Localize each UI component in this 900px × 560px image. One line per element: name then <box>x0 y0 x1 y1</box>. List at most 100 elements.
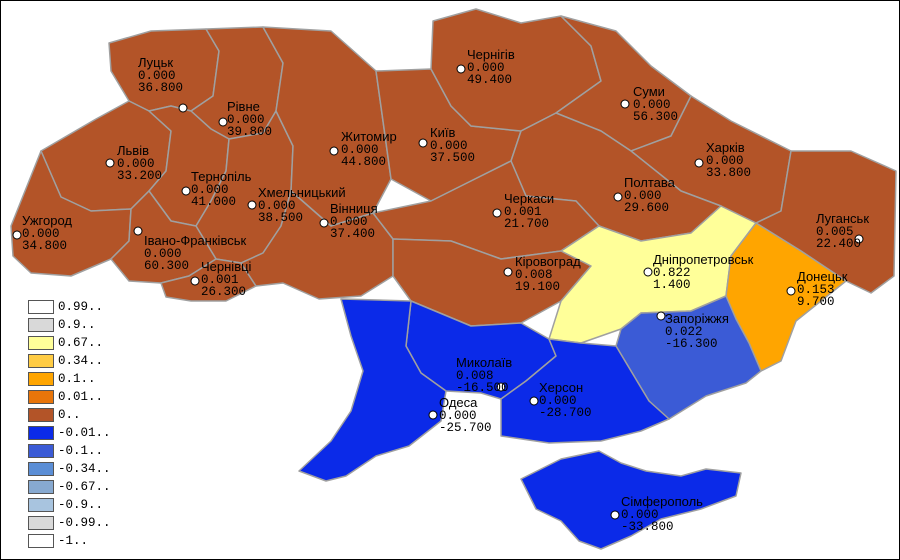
city-dot-chernivtsi <box>190 276 200 286</box>
city-name-luhansk: Луганськ <box>816 211 869 226</box>
city-value1-ivano: 0.000 <box>144 247 182 261</box>
city-value1-sumy: 0.000 <box>633 98 671 112</box>
region-kherson[interactable] <box>500 338 670 444</box>
city-value1-poltava: 0.000 <box>624 189 662 203</box>
labels-layer: Луцьк0.00036.800Рівне0.00039.800Львів0.0… <box>12 47 869 534</box>
city-value2-khmelnytskyi: 38.500 <box>258 211 303 225</box>
city-dot-kharkiv <box>694 158 704 168</box>
city-name-ivano: Івано-Франківськ <box>144 233 246 248</box>
legend-swatch <box>28 498 54 512</box>
city-dot-ivano <box>133 226 143 236</box>
city-name-mykolaiv: Миколаїв <box>456 355 512 370</box>
city-dot-kirovohrad <box>503 267 513 277</box>
city-name-dnipro: Дніпропетровськ <box>653 252 754 267</box>
legend-swatch <box>28 390 54 404</box>
legend-swatch <box>28 534 54 548</box>
city-name-kirovohrad: Кіровоград <box>515 254 581 269</box>
legend-swatch <box>28 408 54 422</box>
city-value2-simferopol: -33.800 <box>621 520 674 534</box>
legend-swatch <box>28 336 54 350</box>
legend-item: -0.67.. <box>28 478 111 496</box>
city-name-kherson: Херсон <box>539 380 583 395</box>
city-name-vinnytsia: Вінниця <box>330 201 378 216</box>
region-odesa[interactable] <box>298 298 447 482</box>
city-value2-kyiv: 37.500 <box>430 151 475 165</box>
legend-label: -1.. <box>58 534 89 548</box>
city-value1-uzhhorod: 0.000 <box>22 227 60 241</box>
city-value2-poltava: 29.600 <box>624 201 669 215</box>
city-dot-khmelnytskyi <box>247 200 257 210</box>
city-name-ternopil: Тернопіль <box>191 169 252 184</box>
city-value2-lutsk: 36.800 <box>138 81 183 95</box>
city-value1-mykolaiv: 0.008 <box>456 369 494 383</box>
legend-label: 0.67.. <box>58 336 104 350</box>
city-value1-chernihiv: 0.000 <box>467 61 505 75</box>
legend-swatch <box>28 444 54 458</box>
legend-item: 0.34.. <box>28 352 111 370</box>
city-dot-poltava <box>613 192 623 202</box>
city-dot-odesa <box>428 410 438 420</box>
legend-swatch <box>28 480 54 494</box>
legend-label: -0.99.. <box>58 516 111 530</box>
city-dot-kherson <box>529 396 539 406</box>
city-value1-kharkiv: 0.000 <box>706 154 744 168</box>
legend-swatch <box>28 462 54 476</box>
city-value2-sumy: 56.300 <box>633 110 678 124</box>
city-value2-zaporizhzhia: -16.300 <box>665 337 718 351</box>
city-name-lviv: Львів <box>117 143 149 158</box>
legend-label: 0.01.. <box>58 390 104 404</box>
city-name-kharkiv: Харків <box>706 140 745 155</box>
regions-layer <box>10 8 897 550</box>
city-value1-khmelnytskyi: 0.000 <box>258 199 296 213</box>
city-name-rivne: Рівне <box>227 99 260 114</box>
city-value2-kirovohrad: 19.100 <box>515 280 560 294</box>
legend-item: 0.01.. <box>28 388 111 406</box>
city-name-kyiv: Київ <box>430 125 455 140</box>
city-value2-rivne: 39.800 <box>227 125 272 139</box>
legend-item: -0.1.. <box>28 442 111 460</box>
city-value2-donetsk: 9.700 <box>797 295 835 309</box>
city-name-zhytomyr: Житомир <box>341 129 397 144</box>
legend-label: 0.34.. <box>58 354 104 368</box>
city-dot-uzhhorod <box>12 230 22 240</box>
city-dot-luhansk <box>854 234 864 244</box>
city-value1-luhansk: 0.005 <box>816 225 854 239</box>
city-name-odesa: Одеса <box>439 395 478 410</box>
city-name-donetsk: Донецьк <box>797 269 848 284</box>
legend-swatch <box>28 354 54 368</box>
legend-label: 0.9.. <box>58 318 96 332</box>
legend-item: 0.9.. <box>28 316 111 334</box>
city-value1-chernivtsi: 0.001 <box>201 273 239 287</box>
legend-label: -0.01.. <box>58 426 111 440</box>
city-dot-lutsk <box>178 103 188 113</box>
city-dot-sumy <box>620 99 630 109</box>
city-dot-donetsk <box>786 286 796 296</box>
city-name-lutsk: Луцьк <box>138 55 173 70</box>
legend-label: 0.. <box>58 408 81 422</box>
city-value2-kherson: -28.700 <box>539 406 592 420</box>
city-value1-ternopil: 0.000 <box>191 183 229 197</box>
city-value2-cherkasy: 21.700 <box>504 217 549 231</box>
city-value2-dnipro: 1.400 <box>653 278 691 292</box>
city-value2-zhytomyr: 44.800 <box>341 155 386 169</box>
city-value2-ternopil: 41.000 <box>191 195 236 209</box>
city-value1-vinnytsia: 0.000 <box>330 215 368 229</box>
city-value1-lutsk: 0.000 <box>138 69 176 83</box>
city-value1-kyiv: 0.000 <box>430 139 468 153</box>
city-value1-kirovohrad: 0.008 <box>515 268 553 282</box>
city-dot-ternopil <box>181 186 191 196</box>
city-dot-dnipro <box>643 267 653 277</box>
legend: 0.99.. 0.9.. 0.67.. 0.34.. 0.1.. 0.01.. 0.. -0.… <box>28 298 111 550</box>
city-name-sumy: Суми <box>633 84 665 99</box>
region-luhansk[interactable] <box>755 150 897 294</box>
legend-label: -0.9.. <box>58 498 104 512</box>
city-value2-luhansk: 22.400 <box>816 237 861 251</box>
legend-label: -0.1.. <box>58 444 104 458</box>
city-value1-cherkasy: 0.001 <box>504 205 542 219</box>
region-donetsk[interactable] <box>725 222 847 372</box>
region-simferopol[interactable] <box>520 450 742 550</box>
city-value2-kharkiv: 33.800 <box>706 166 751 180</box>
legend-item: 0.. <box>28 406 111 424</box>
city-name-chernivtsi: Чернівці <box>201 259 252 274</box>
